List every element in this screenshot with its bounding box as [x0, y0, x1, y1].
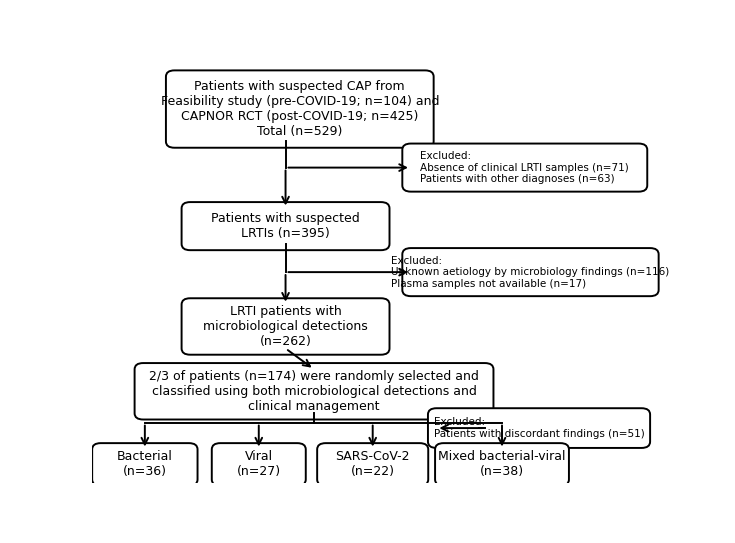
FancyBboxPatch shape: [166, 71, 434, 148]
FancyBboxPatch shape: [182, 298, 390, 355]
Text: Patients with suspected CAP from
Feasibility study (pre-COVID-19; n=104) and
CAP: Patients with suspected CAP from Feasibi…: [160, 80, 439, 138]
Text: SARS-CoV-2
(n=22): SARS-CoV-2 (n=22): [335, 451, 410, 478]
Text: Patients with suspected
LRTIs (n=395): Patients with suspected LRTIs (n=395): [211, 212, 360, 240]
FancyBboxPatch shape: [135, 363, 493, 420]
Text: Bacterial
(n=36): Bacterial (n=36): [117, 451, 173, 478]
FancyBboxPatch shape: [318, 443, 429, 486]
FancyBboxPatch shape: [402, 143, 648, 192]
FancyBboxPatch shape: [428, 408, 650, 448]
FancyBboxPatch shape: [182, 202, 390, 250]
Text: Mixed bacterial-viral
(n=38): Mixed bacterial-viral (n=38): [438, 451, 566, 478]
Text: Excluded:
Absence of clinical LRTI samples (n=71)
Patients with other diagnoses : Excluded: Absence of clinical LRTI sampl…: [420, 151, 629, 184]
FancyBboxPatch shape: [402, 248, 659, 296]
Text: LRTI patients with
microbiological detections
(n=262): LRTI patients with microbiological detec…: [203, 305, 368, 348]
FancyBboxPatch shape: [212, 443, 306, 486]
Text: Viral
(n=27): Viral (n=27): [237, 451, 281, 478]
Text: Excluded:
Unknown aetiology by microbiology findings (n=116)
Plasma samples not : Excluded: Unknown aetiology by microbiol…: [391, 256, 670, 289]
Text: Excluded:
Patients with discordant findings (n=51): Excluded: Patients with discordant findi…: [434, 417, 645, 439]
FancyBboxPatch shape: [92, 443, 198, 486]
FancyBboxPatch shape: [435, 443, 569, 486]
Text: 2/3 of patients (n=174) were randomly selected and
classified using both microbi: 2/3 of patients (n=174) were randomly se…: [149, 370, 479, 413]
